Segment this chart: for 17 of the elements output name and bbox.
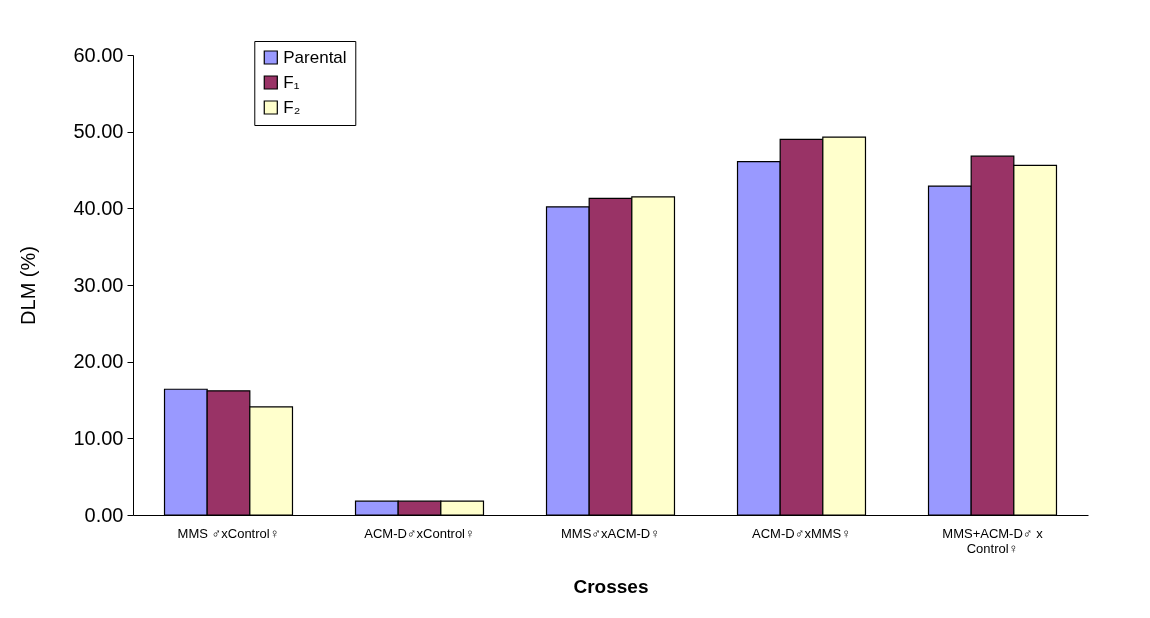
x-tick-label: ACM-D♂xControl♀ — [364, 525, 475, 541]
legend-label: F₂ — [283, 97, 301, 117]
y-axis-title: DLM (%) — [17, 246, 40, 325]
x-tick-label: MMS♂xACM-D♀ — [561, 525, 660, 541]
y-tick-label: 20.00 — [73, 350, 124, 373]
legend-label: F₁ — [283, 72, 300, 92]
x-tick-label: MMS ♂xControl♀ — [177, 525, 280, 541]
x-tick-label: ACM-D♂xMMS♀ — [752, 525, 851, 541]
x-tick-label: MMS+ACM-D♂ x Control♀ — [942, 525, 1044, 556]
y-tick-label: 30.00 — [73, 273, 124, 296]
legend-label: Parental — [283, 47, 347, 67]
x-axis-title: Crosses — [573, 575, 649, 597]
y-tick-label: 50.00 — [73, 120, 124, 143]
y-tick-label: 0.00 — [84, 503, 124, 526]
y-tick-label: 10.00 — [73, 426, 124, 449]
y-tick-label: 40.00 — [73, 196, 124, 219]
y-tick-label: 60.00 — [73, 43, 124, 66]
